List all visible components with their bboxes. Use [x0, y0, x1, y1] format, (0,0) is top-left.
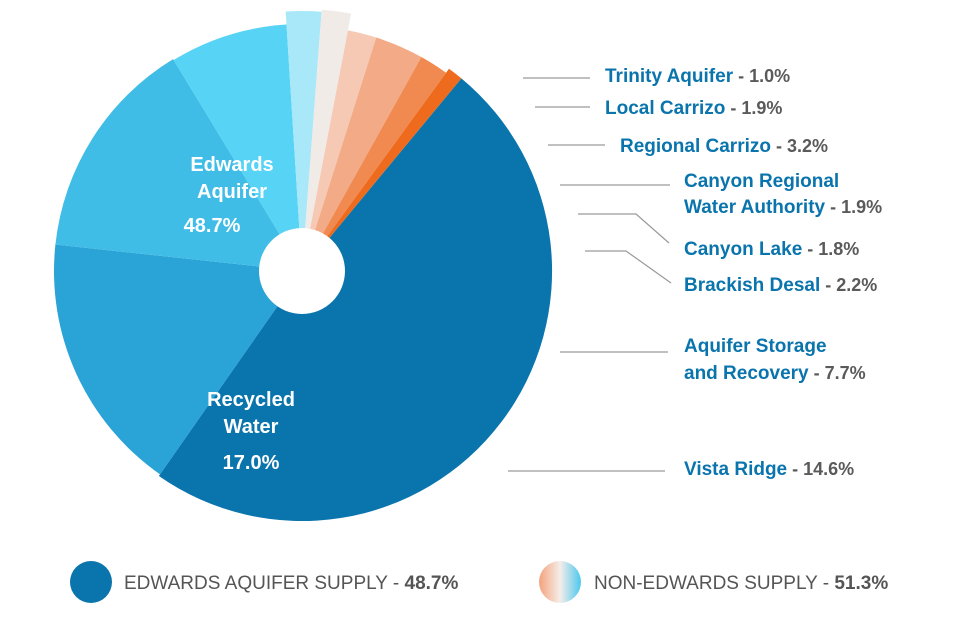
legend-label-edwards: EDWARDS AQUIFER SUPPLY - 48.7% — [124, 573, 458, 594]
ext-label-aquifer-storage-line1: Aquifer Storage — [684, 336, 827, 357]
donut-hole — [259, 228, 345, 314]
ext-label-name: Water Authority — [684, 197, 826, 218]
ext-label-brackish-desal: Brackish Desal - 2.2% — [684, 275, 877, 296]
ext-label-local-carrizo: Local Carrizo - 1.9% — [605, 98, 782, 119]
ext-label-name: Trinity Aquifer — [605, 66, 734, 87]
ext-label-sep: - — [809, 363, 825, 383]
legend-label-non-edwards: NON-EDWARDS SUPPLY - 51.3% — [594, 573, 888, 594]
legend-sep: - — [388, 573, 405, 594]
ext-label-sep: - — [771, 136, 787, 156]
pie-slice-edwards-aquifer — [158, 78, 553, 522]
slice-label-edwards-aquifer: Edwards Aquifer 48.7% — [184, 154, 274, 237]
ext-label-sep: - — [725, 98, 741, 118]
ext-label-pct: 3.2% — [787, 136, 828, 156]
ext-label-name: Canyon Regional — [684, 171, 839, 192]
legend: EDWARDS AQUIFER SUPPLY - 48.7% NON-EDWAR… — [70, 561, 888, 603]
pie-slice-recycled-water — [53, 244, 302, 475]
pie-slice-local-carrizo — [302, 57, 447, 271]
slice-label-line: Edwards — [190, 154, 273, 176]
ext-label-pct: 1.9% — [841, 197, 882, 217]
ext-label-name: Vista Ridge — [684, 459, 787, 480]
pie-slice-regional-carrizo — [302, 37, 422, 271]
legend-swatch-edwards — [70, 561, 112, 603]
ext-label-aquifer-storage-line2: and Recovery - 7.7% — [684, 363, 866, 384]
slice-label-recycled-water: Recycled Water 17.0% — [207, 389, 295, 474]
pie-slice-aquifer-storage-and-recovery — [173, 24, 302, 271]
ext-label-pct: 1.9% — [741, 98, 782, 118]
ext-label-trinity-aquifer: Trinity Aquifer - 1.0% — [605, 66, 790, 87]
leader-lines — [508, 77, 672, 472]
ext-label-pct: 7.7% — [825, 363, 866, 383]
ext-label-pct: 14.6% — [803, 459, 854, 479]
ext-label-name: Canyon Lake — [684, 239, 802, 260]
slice-label-line: Recycled — [207, 389, 295, 411]
ext-label-canyon-regional-line1: Canyon Regional — [684, 171, 839, 192]
ext-label-name: Aquifer Storage — [684, 336, 827, 357]
ext-label-sep: - — [733, 66, 749, 86]
legend-sep: - — [817, 573, 834, 594]
ext-label-sep: - — [825, 197, 841, 217]
slice-label-line: Aquifer — [197, 181, 267, 203]
slice-label-pct: 17.0% — [223, 452, 280, 474]
pie-slice-trinity-aquifer — [302, 68, 462, 271]
leader-line-brackish-desal — [585, 250, 672, 284]
ext-label-pct: 1.8% — [818, 239, 859, 259]
ext-label-canyon-lake: Canyon Lake - 1.8% — [684, 239, 859, 260]
legend-label-text: EDWARDS AQUIFER SUPPLY — [124, 573, 388, 594]
legend-label-text: NON-EDWARDS SUPPLY — [594, 573, 818, 594]
legend-pct: 48.7% — [405, 573, 459, 594]
ext-label-name: Local Carrizo — [605, 98, 725, 119]
legend-swatch-non-edwards — [539, 561, 581, 603]
ext-label-name: Brackish Desal — [684, 275, 820, 296]
pie-slices — [53, 9, 553, 522]
ext-label-regional-carrizo: Regional Carrizo - 3.2% — [620, 136, 828, 157]
ext-label-sep: - — [802, 239, 818, 259]
slice-label-line: Water — [224, 416, 279, 438]
leader-line-canyon-lake — [578, 213, 670, 244]
ext-label-pct: 1.0% — [749, 66, 790, 86]
ext-label-pct: 2.2% — [836, 275, 877, 295]
ext-label-vista-ridge: Vista Ridge - 14.6% — [684, 459, 854, 480]
pie-slice-canyon-regional-water-authority — [302, 30, 377, 272]
slice-label-pct: 48.7% — [184, 215, 241, 237]
pie-slice-canyon-lake — [302, 9, 352, 272]
ext-label-canyon-regional-line2: Water Authority - 1.9% — [684, 197, 882, 218]
pie-slice-vista-ridge — [55, 59, 302, 271]
ext-label-sep: - — [820, 275, 836, 295]
ext-label-name: Regional Carrizo — [620, 136, 771, 157]
ext-label-name: and Recovery — [684, 363, 809, 384]
ext-label-sep: - — [787, 459, 803, 479]
legend-pct: 51.3% — [834, 573, 888, 594]
pie-slice-brackish-desal — [285, 10, 322, 271]
